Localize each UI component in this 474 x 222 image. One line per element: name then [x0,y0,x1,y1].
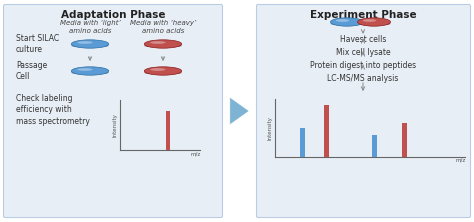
Ellipse shape [357,22,391,26]
Ellipse shape [144,71,182,74]
Text: Havest cells: Havest cells [340,35,386,44]
FancyArrowPatch shape [230,97,249,125]
Ellipse shape [144,44,182,48]
Ellipse shape [357,18,391,26]
Text: LC-MS/MS analysis: LC-MS/MS analysis [328,74,399,83]
Ellipse shape [71,40,109,48]
Text: Start SILAC
culture: Start SILAC culture [16,34,59,54]
Ellipse shape [71,44,109,48]
Bar [301,128,306,157]
Text: Check labeling
efficiency with
mass spectrometry: Check labeling efficiency with mass spec… [16,94,90,126]
Text: m/z: m/z [456,158,466,163]
Ellipse shape [77,68,92,71]
Ellipse shape [144,40,182,48]
Text: Media with ‘light’
amino acids: Media with ‘light’ amino acids [60,20,120,34]
Ellipse shape [363,19,376,22]
Bar [166,111,170,150]
FancyBboxPatch shape [256,4,471,218]
Ellipse shape [71,71,109,74]
Text: Passage
Cell: Passage Cell [16,61,47,81]
Text: Protein digest into peptides: Protein digest into peptides [310,61,416,70]
Bar [373,135,377,157]
Text: m/z: m/z [191,151,201,156]
Ellipse shape [144,67,182,75]
Ellipse shape [150,41,165,44]
Ellipse shape [330,18,364,26]
Text: Adaptation Phase: Adaptation Phase [61,10,165,20]
Text: Intensity: Intensity [268,116,273,140]
Bar [402,123,408,157]
Text: Experiment Phase: Experiment Phase [310,10,416,20]
Ellipse shape [71,67,109,75]
Bar [325,105,329,157]
Text: Media with ‘heavy’
amino acids: Media with ‘heavy’ amino acids [130,20,196,34]
Ellipse shape [150,68,165,71]
Ellipse shape [330,22,364,26]
Ellipse shape [336,19,349,22]
Ellipse shape [77,41,92,44]
FancyBboxPatch shape [3,4,222,218]
Text: Mix cell lysate: Mix cell lysate [336,48,390,57]
Text: Intensity: Intensity [113,113,118,137]
